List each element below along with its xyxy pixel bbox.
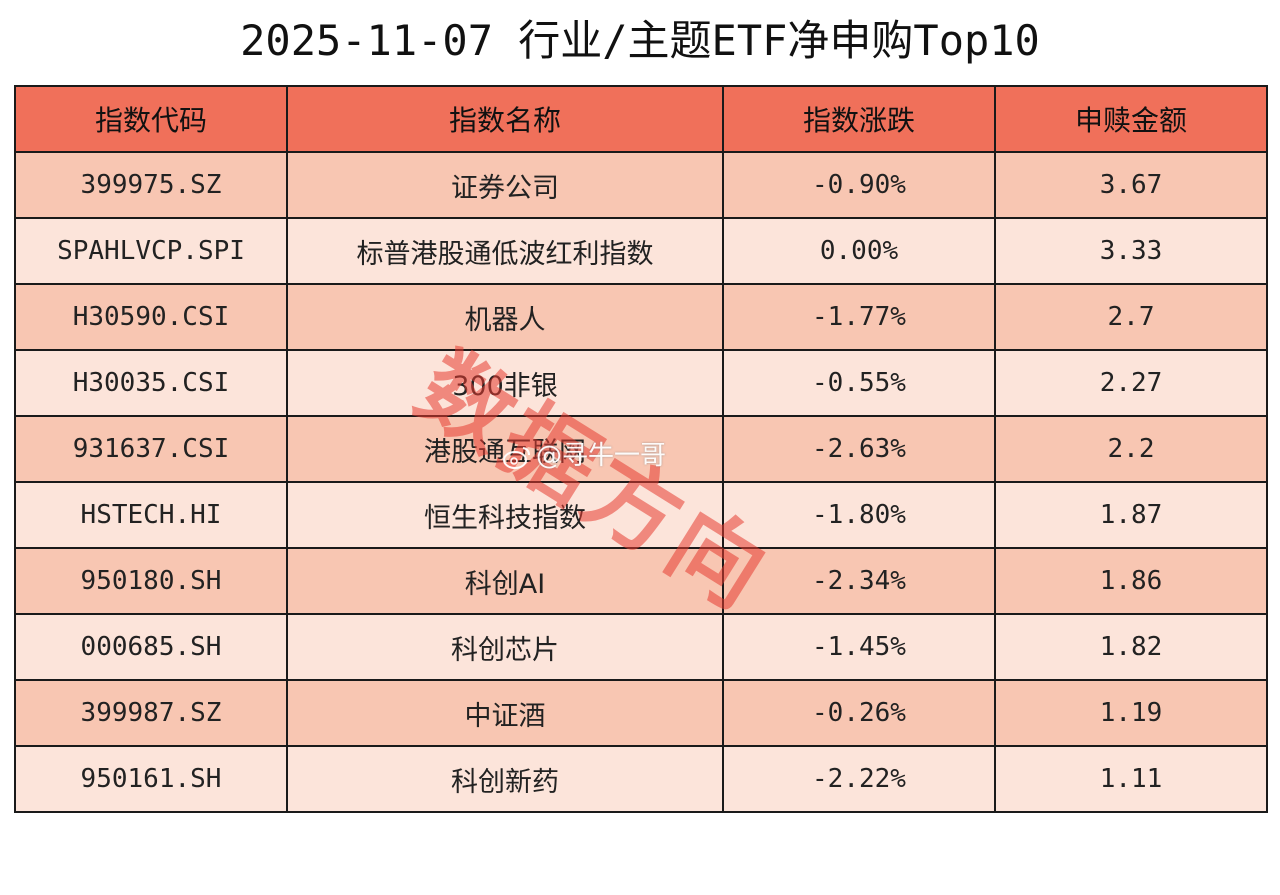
cell-index-code: 399987.SZ — [14, 679, 288, 747]
etf-table: 指数代码 指数名称 指数涨跌 申赎金额 399975.SZ 证券公司 -0.90… — [14, 85, 1268, 813]
cell-index-change: -2.22% — [722, 745, 996, 813]
cell-index-change: 0.00% — [722, 217, 996, 285]
cell-index-change: -2.63% — [722, 415, 996, 483]
table-row: 399975.SZ 证券公司 -0.90% 3.67 — [14, 151, 1268, 219]
cell-index-name: 恒生科技指数 — [286, 481, 724, 549]
cell-index-change: -1.45% — [722, 613, 996, 681]
cell-amount: 1.11 — [994, 745, 1268, 813]
cell-amount: 3.67 — [994, 151, 1268, 219]
cell-index-name: 证券公司 — [286, 151, 724, 219]
cell-index-change: -0.90% — [722, 151, 996, 219]
cell-index-name: 科创新药 — [286, 745, 724, 813]
table-row: H30035.CSI 300非银 -0.55% 2.27 — [14, 349, 1268, 417]
cell-index-name: 300非银 — [286, 349, 724, 417]
cell-index-name: 机器人 — [286, 283, 724, 351]
header-index-code: 指数代码 — [14, 85, 288, 153]
table-row: HSTECH.HI 恒生科技指数 -1.80% 1.87 — [14, 481, 1268, 549]
cell-index-code: H30035.CSI — [14, 349, 288, 417]
header-index-change: 指数涨跌 — [722, 85, 996, 153]
cell-index-code: 950180.SH — [14, 547, 288, 615]
cell-index-change: -1.80% — [722, 481, 996, 549]
cell-amount: 2.2 — [994, 415, 1268, 483]
table-row: 399987.SZ 中证酒 -0.26% 1.19 — [14, 679, 1268, 747]
cell-amount: 1.86 — [994, 547, 1268, 615]
cell-index-code: H30590.CSI — [14, 283, 288, 351]
table-row: H30590.CSI 机器人 -1.77% 2.7 — [14, 283, 1268, 351]
table-row: 000685.SH 科创芯片 -1.45% 1.82 — [14, 613, 1268, 681]
cell-index-code: SPAHLVCP.SPI — [14, 217, 288, 285]
cell-index-code: 000685.SH — [14, 613, 288, 681]
cell-amount: 1.19 — [994, 679, 1268, 747]
cell-amount: 2.7 — [994, 283, 1268, 351]
cell-index-name: 标普港股通低波红利指数 — [286, 217, 724, 285]
table-row: 931637.CSI 港股通互联网 -2.63% 2.2 — [14, 415, 1268, 483]
header-subscription-amount: 申赎金额 — [994, 85, 1268, 153]
cell-index-change: -0.55% — [722, 349, 996, 417]
cell-index-code: 399975.SZ — [14, 151, 288, 219]
cell-index-name: 科创AI — [286, 547, 724, 615]
cell-index-code: HSTECH.HI — [14, 481, 288, 549]
cell-index-change: -2.34% — [722, 547, 996, 615]
cell-amount: 3.33 — [994, 217, 1268, 285]
cell-index-code: 931637.CSI — [14, 415, 288, 483]
cell-index-name: 中证酒 — [286, 679, 724, 747]
table-header-row: 指数代码 指数名称 指数涨跌 申赎金额 — [14, 85, 1268, 153]
table-row: 950161.SH 科创新药 -2.22% 1.11 — [14, 745, 1268, 813]
cell-index-code: 950161.SH — [14, 745, 288, 813]
cell-index-name: 科创芯片 — [286, 613, 724, 681]
table-row: 950180.SH 科创AI -2.34% 1.86 — [14, 547, 1268, 615]
cell-amount: 2.27 — [994, 349, 1268, 417]
header-index-name: 指数名称 — [286, 85, 724, 153]
cell-index-change: -0.26% — [722, 679, 996, 747]
cell-index-change: -1.77% — [722, 283, 996, 351]
table-row: SPAHLVCP.SPI 标普港股通低波红利指数 0.00% 3.33 — [14, 217, 1268, 285]
page-title: 2025-11-07 行业/主题ETF净申购Top10 — [240, 16, 1040, 65]
cell-amount: 1.87 — [994, 481, 1268, 549]
cell-index-name: 港股通互联网 — [286, 415, 724, 483]
cell-amount: 1.82 — [994, 613, 1268, 681]
